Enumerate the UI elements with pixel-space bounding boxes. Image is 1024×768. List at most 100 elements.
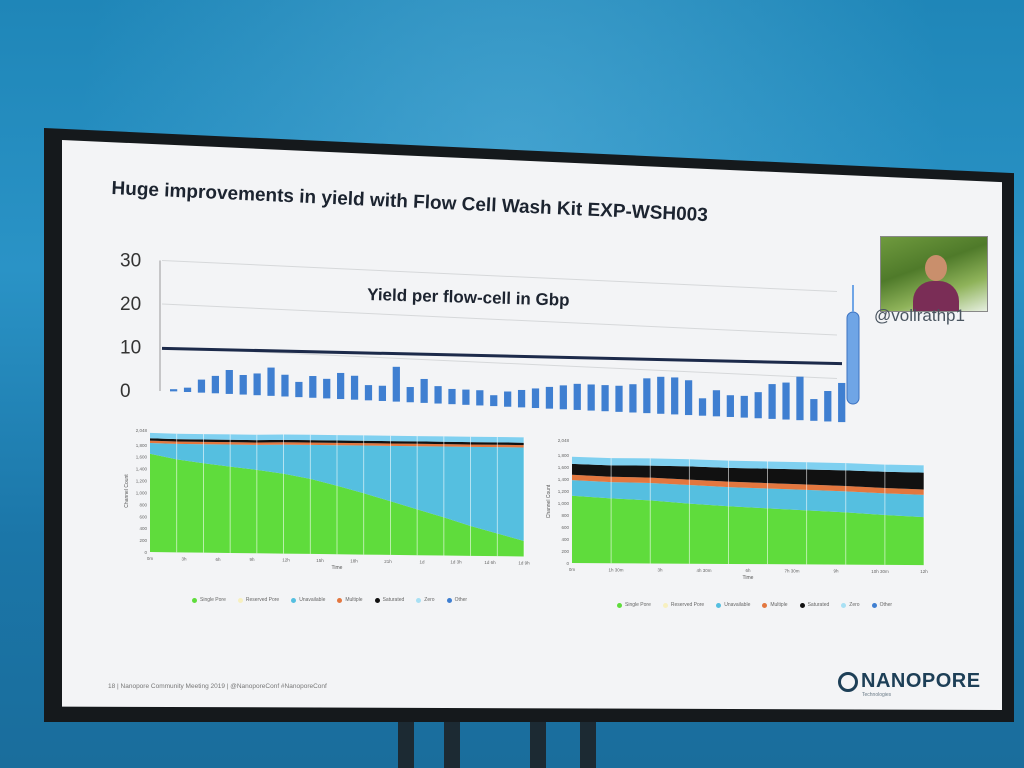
twitter-handle: @vollrathp1 bbox=[874, 306, 965, 325]
legend-label: Multiple bbox=[770, 602, 788, 608]
yield-bar bbox=[420, 378, 428, 403]
legend-dot-icon bbox=[762, 602, 768, 608]
area-x-label: Time bbox=[332, 565, 343, 571]
legend-dot-icon bbox=[662, 602, 668, 608]
legend-dot-icon bbox=[871, 602, 877, 608]
yield-bar bbox=[476, 390, 484, 406]
yield-bar bbox=[726, 395, 734, 417]
legend-item: Zero bbox=[841, 602, 860, 608]
yield-bar bbox=[448, 388, 456, 405]
legend-dot-icon bbox=[237, 597, 243, 603]
legend-label: Unavailable bbox=[724, 602, 751, 608]
yield-bar bbox=[350, 375, 359, 400]
area-x-tick: 21h bbox=[384, 559, 392, 564]
legend-dot-icon bbox=[416, 597, 422, 603]
area-x-tick: 12h bbox=[282, 558, 290, 563]
legend-dot-icon bbox=[446, 597, 452, 603]
legend-item: Other bbox=[871, 602, 893, 608]
yield-bar bbox=[782, 382, 790, 420]
yield-bar bbox=[183, 387, 192, 393]
legend-item: Unavailable bbox=[291, 597, 325, 603]
area-x-tick: 1h 30m bbox=[608, 567, 623, 572]
area-x-tick: 1d bbox=[419, 559, 425, 564]
area-y-tick: 600 bbox=[139, 514, 147, 519]
yield-bar bbox=[768, 384, 776, 419]
yield-bar bbox=[573, 383, 581, 410]
legend-item: Multiple bbox=[762, 602, 788, 608]
area-y-tick: 800 bbox=[139, 502, 147, 507]
area-y-tick: 400 bbox=[139, 526, 147, 531]
yield-bar bbox=[545, 386, 554, 409]
yield-bar bbox=[309, 376, 317, 398]
logo-subtext: Technologies bbox=[862, 692, 892, 698]
gridline bbox=[161, 303, 838, 336]
yield-bar bbox=[559, 385, 567, 410]
area-y-tick: 0 bbox=[144, 550, 147, 555]
yield-bar bbox=[671, 377, 679, 415]
area-x-tick: 1d 9h bbox=[518, 560, 530, 565]
area-y-tick: 1,800 bbox=[136, 443, 148, 448]
area-series-unavailable bbox=[572, 480, 924, 518]
yield-bar bbox=[504, 391, 512, 407]
area-x-tick: 3h bbox=[181, 556, 187, 561]
y-tick-label: 10 bbox=[120, 338, 141, 359]
area-series-multiple bbox=[572, 474, 924, 495]
yield-bar bbox=[824, 391, 832, 422]
area-y-tick: 2,048 bbox=[136, 428, 148, 433]
legend-item: Unavailable bbox=[716, 602, 750, 608]
area-y-tick: 0 bbox=[566, 561, 569, 566]
yield-bar bbox=[170, 389, 178, 392]
yield-bar bbox=[434, 386, 442, 404]
area-y-tick: 1,400 bbox=[558, 477, 570, 482]
avatar-body bbox=[913, 281, 959, 311]
area-x-tick: 7h 30m bbox=[784, 568, 799, 573]
yield-bar bbox=[378, 385, 387, 401]
legend-item: Saturated bbox=[799, 602, 829, 608]
yield-bar bbox=[267, 367, 275, 396]
legend-label: Multiple bbox=[345, 597, 363, 603]
area-y-tick: 1,600 bbox=[136, 455, 148, 460]
y-tick-label: 30 bbox=[120, 251, 141, 272]
yield-bar bbox=[615, 385, 623, 412]
legend-dot-icon bbox=[192, 597, 197, 603]
yield-bar bbox=[462, 389, 470, 405]
slide-screen: Huge improvements in yield with Flow Cel… bbox=[62, 140, 1002, 710]
yield-bar bbox=[698, 398, 707, 416]
chart-title: Yield per flow-cell in Gbp bbox=[367, 285, 570, 310]
area-y-tick: 1,600 bbox=[558, 465, 570, 470]
stand-leg-left bbox=[398, 716, 414, 768]
yield-bar bbox=[406, 387, 414, 403]
legend-label: Single Pore bbox=[625, 602, 651, 608]
legend-item: Zero bbox=[416, 597, 435, 603]
legend-dot-icon bbox=[617, 602, 622, 608]
legend-label: Other bbox=[879, 602, 893, 608]
legend-dot-icon bbox=[799, 602, 805, 608]
logo-ring-icon bbox=[838, 671, 858, 692]
area-x-tick: 0m bbox=[147, 556, 154, 561]
legend-label: Other bbox=[454, 597, 468, 603]
logo-text: NANOPORE bbox=[861, 670, 981, 692]
slide-footer: 18 | Nanopore Community Meeting 2019 | @… bbox=[108, 683, 327, 690]
yield-bar-chart: 0 10 20 30 Yield per flow-cell in Gbp 0 200 400… bbox=[120, 251, 928, 582]
legend-dot-icon bbox=[841, 602, 847, 608]
yield-bar bbox=[490, 395, 498, 407]
area-series-single-pore bbox=[572, 495, 924, 566]
area-x-tick: 18h bbox=[350, 558, 358, 563]
area-series-other bbox=[572, 456, 924, 473]
legend-label: Reserved Pore bbox=[670, 602, 705, 608]
area-x-tick: 1d 6h bbox=[484, 560, 496, 565]
legend-dot-icon bbox=[337, 597, 343, 603]
area-x-tick: 1d 3h bbox=[450, 560, 462, 565]
yield-bar bbox=[601, 385, 609, 412]
legend-dot-icon bbox=[374, 597, 380, 603]
yield-bar bbox=[239, 374, 247, 395]
area-x-tick: 9h bbox=[249, 557, 255, 562]
legend-item: Reserved Pore bbox=[237, 597, 279, 603]
yield-bar bbox=[323, 378, 331, 399]
yield-bar bbox=[337, 372, 345, 400]
area-x-tick: 6h bbox=[215, 557, 221, 562]
area-x-label: Time bbox=[743, 575, 754, 581]
yield-bar bbox=[531, 388, 540, 409]
y-tick-label: 0 bbox=[120, 381, 131, 402]
area-y-tick: 200 bbox=[561, 549, 569, 554]
